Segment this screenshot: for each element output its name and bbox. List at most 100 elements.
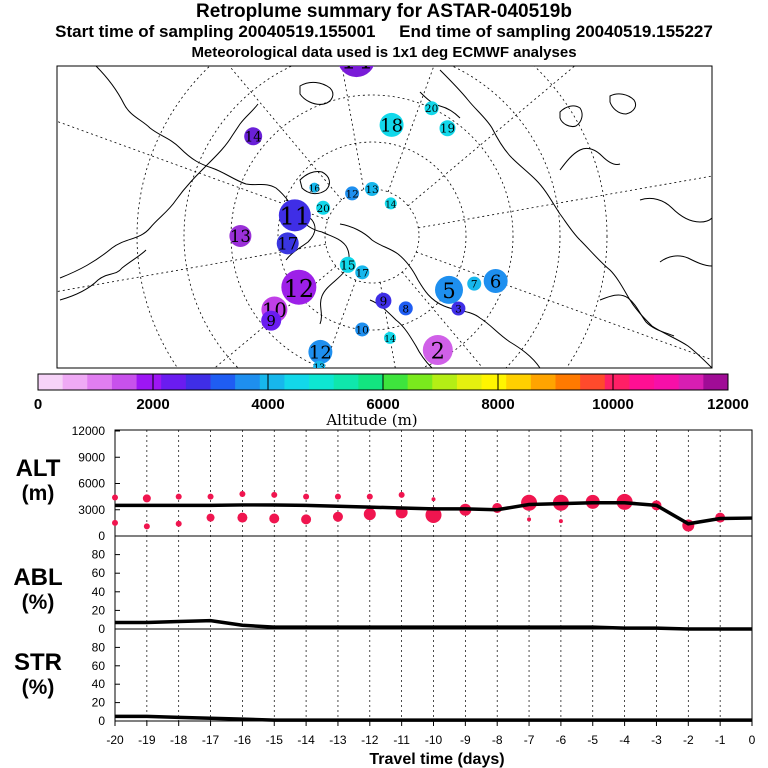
plume-marker-dot <box>339 256 356 273</box>
coastlines <box>59 66 712 368</box>
plume-marker: 12 <box>345 186 360 201</box>
x-tick-label: -13 <box>329 733 347 747</box>
colorbar-tick-label: 2000 <box>136 396 169 413</box>
plume-marker: 9 <box>261 310 282 331</box>
abl-unit: (%) <box>22 591 55 614</box>
colorbar-cell <box>111 374 137 390</box>
map-frame <box>56 65 713 369</box>
x-tick-label: 0 <box>749 733 756 747</box>
plume-marker: 20 <box>424 101 439 116</box>
plume-marker-label: 14 <box>385 200 397 210</box>
x-tick-label: -8 <box>492 733 503 747</box>
colorbar-cell <box>432 374 458 390</box>
plume-marker-dot <box>483 269 508 294</box>
y-tick-labels: 0 3000 6000 9000 12000 0 20 40 60 80 0 20 40 60 80 <box>72 424 120 728</box>
latitude-circle <box>183 66 561 368</box>
plume-marker-dot <box>278 199 311 232</box>
altitude-cluster-dot <box>175 520 182 527</box>
altitude-cluster-dot <box>271 491 278 498</box>
plume-marker: 8 <box>398 301 413 316</box>
plume-marker-label: 13 <box>359 27 386 51</box>
plume-marker: 3 <box>451 301 466 316</box>
plume-marker: 17 <box>276 232 299 255</box>
plume-marker: 13 <box>358 25 386 53</box>
plume-marker-label: 2 <box>431 338 445 364</box>
y-tick-label: 60 <box>92 566 106 580</box>
plume-marker-dot <box>244 127 263 146</box>
altitude-cluster-dot <box>301 514 312 525</box>
str-unit: (%) <box>22 676 55 699</box>
plume-marker-label: 9 <box>266 312 276 330</box>
plume-marker-dot <box>355 265 370 280</box>
y-tick-label: 0 <box>98 622 105 636</box>
plume-marker-dot <box>435 275 464 304</box>
altitude-cluster-dot <box>366 493 373 500</box>
plume-marker-label: 10 <box>355 324 368 336</box>
x-tick-label: -16 <box>234 733 252 747</box>
sampling-times: Start time of sampling 20040519.155001 E… <box>0 22 768 42</box>
x-tick-label: -20 <box>106 733 124 747</box>
colorbar-cell <box>506 374 532 390</box>
plume-marker-label: 8 <box>402 303 409 315</box>
altitude-cluster-dot <box>239 491 246 497</box>
x-tick-label: -17 <box>202 733 220 747</box>
alt-unit: (m) <box>22 482 55 505</box>
x-tick-label: -19 <box>138 733 156 747</box>
altitude-cluster-dot <box>143 523 150 530</box>
plume-marker-label: 14 <box>384 335 396 345</box>
plume-marker-dot <box>261 310 282 331</box>
plume-marker: 5 <box>435 275 464 304</box>
plume-marker-label: 9 <box>380 294 388 308</box>
str-line <box>115 714 752 722</box>
x-tick-label: -6 <box>556 733 567 747</box>
colorbar-cell <box>530 374 556 390</box>
altitude-cluster-dot <box>207 493 214 500</box>
altitude-cluster-dot <box>363 508 376 521</box>
latitude-circle <box>230 94 514 368</box>
colorbar-cell <box>161 374 187 390</box>
plume-marker: 2 <box>422 334 453 365</box>
plume-marker-dot <box>339 66 374 78</box>
colorbar-cell <box>654 374 680 390</box>
plume-marker: 14 <box>383 331 396 345</box>
altitude-clusters <box>112 491 726 532</box>
abl-line <box>115 618 752 631</box>
plume-marker: 6 <box>483 269 508 294</box>
plume-marker-dot <box>398 301 413 316</box>
y-tick-label: 12000 <box>72 424 106 438</box>
plume-marker-label: 20 <box>316 203 329 215</box>
x-tick-label: -11 <box>393 733 410 747</box>
plume-marker: 12 <box>281 269 317 305</box>
altitude-cluster-dot <box>206 513 215 522</box>
x-tick-label: -3 <box>651 733 662 747</box>
colorbar-cell <box>407 374 433 390</box>
vertical-gridlines <box>146 430 721 721</box>
plume-marker: 19 <box>439 120 456 137</box>
y-tick-label: 9000 <box>78 450 105 464</box>
colorbar-cell <box>580 374 606 390</box>
colorbar-cell <box>185 374 211 390</box>
colorbar-cell <box>481 374 507 390</box>
plume-marker-label: 12 <box>309 343 332 364</box>
plume-marker-dot <box>308 339 333 364</box>
colorbar-cell <box>259 374 285 390</box>
plume-marker-dot <box>439 120 456 137</box>
x-axis-label: Travel time (days) <box>369 751 504 768</box>
plume-marker-dot <box>383 331 396 344</box>
altitude-cluster-dot <box>425 507 442 523</box>
altitude-cluster-dot <box>112 519 118 526</box>
plume-marker-dot <box>451 301 466 316</box>
alt-mean-line <box>115 501 753 526</box>
colorbar-cell <box>383 374 409 390</box>
plume-marker-label: 17 <box>277 235 298 254</box>
colorbar-tick-label: 12000 <box>707 396 749 413</box>
y-tick-label: 60 <box>92 659 106 673</box>
x-tick-label: -12 <box>361 733 379 747</box>
plume-marker: 9 <box>375 292 392 309</box>
x-tick-labels: -20 -19 -18 -17 -16 -15 -14 -13 -12 -11 -10 -9 -8 -7-… <box>106 721 756 747</box>
plume-marker: 18 <box>379 112 404 137</box>
plume-marker-label: 11 <box>280 202 311 230</box>
y-tick-label: 3000 <box>78 503 105 517</box>
colorbar-cell <box>604 374 630 390</box>
